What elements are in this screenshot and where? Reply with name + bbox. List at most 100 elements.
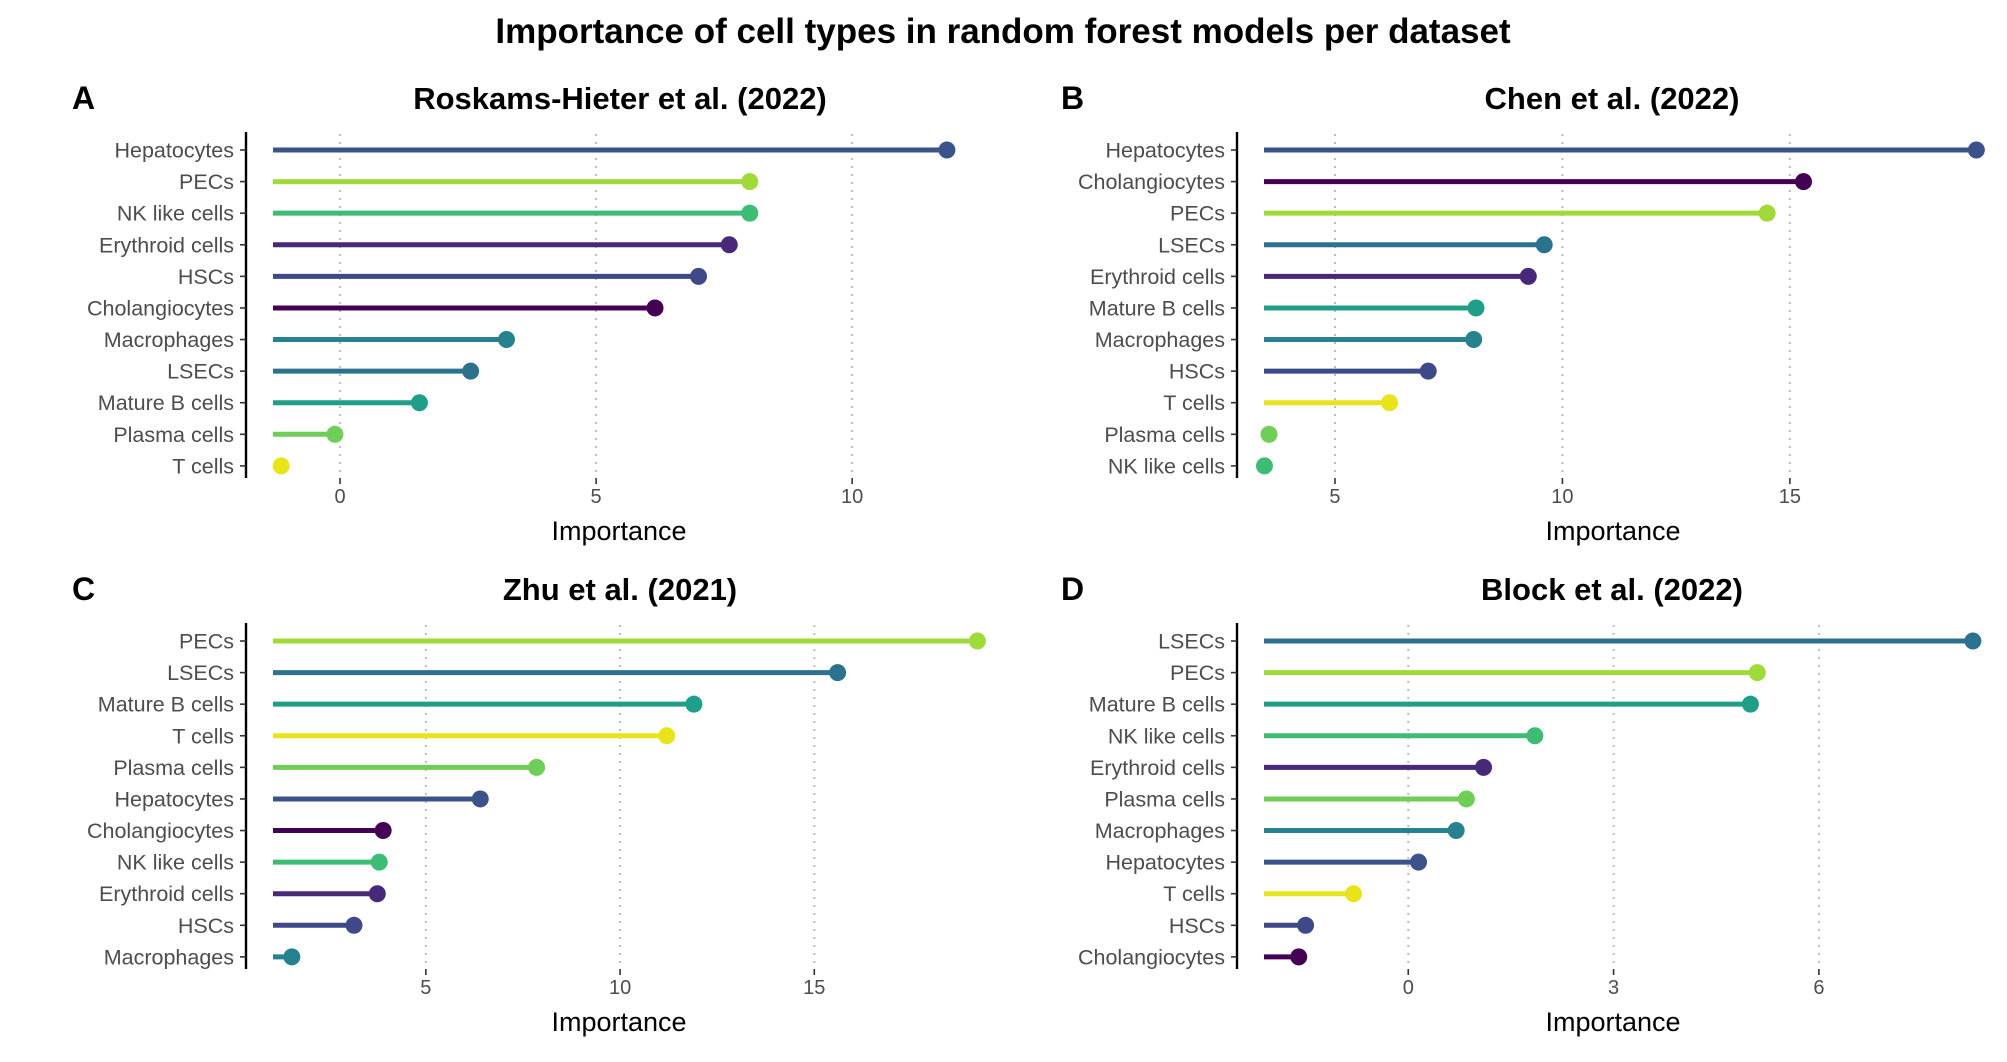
category-label: T cells [172, 454, 234, 478]
category-label: LSECs [1158, 630, 1225, 654]
category-label: PECs [1170, 661, 1225, 685]
figure-title: Importance of cell types in random fores… [495, 12, 1511, 51]
lollipop-point [374, 822, 392, 840]
lollipop-point [345, 916, 363, 934]
lollipop-point [410, 394, 428, 412]
panel-title: Zhu et al. (2021) [503, 572, 737, 607]
lollipop-point [741, 173, 759, 191]
category-label: Plasma cells [113, 756, 234, 780]
lollipop-point [1964, 632, 1982, 650]
lollipop-point [272, 457, 290, 475]
lollipop-point [326, 425, 344, 443]
category-label: Cholangiocytes [1078, 170, 1225, 194]
category-label: LSECs [1158, 233, 1225, 257]
lollipop-point [1260, 425, 1278, 443]
lollipop-point [1457, 790, 1475, 808]
category-label: NK like cells [117, 202, 234, 226]
x-tick-label: 6 [1813, 977, 1824, 999]
lollipop-point [1381, 394, 1399, 412]
category-label: PECs [1170, 202, 1225, 226]
lollipop-point [720, 236, 738, 254]
x-axis-title: Importance [551, 1007, 686, 1037]
lollipop-point [528, 758, 546, 776]
lollipop-point [1758, 204, 1776, 222]
panel-c: C Zhu et al. (2021) 5 10 15 Importance PECs LSE… [72, 571, 986, 1037]
x-axis-title: Importance [551, 516, 686, 546]
category-label: Erythroid cells [1090, 265, 1225, 289]
lollipop-point [370, 853, 388, 871]
panel-tag: D [1061, 571, 1084, 607]
lollipop-point [1967, 141, 1985, 159]
category-label: Hepatocytes [114, 787, 234, 811]
lollipop-point [1741, 695, 1759, 713]
category-label: HSCs [1169, 914, 1225, 938]
category-label: T cells [172, 724, 234, 748]
lollipop-point [1795, 173, 1812, 191]
x-axis-title: Importance [1545, 1007, 1680, 1037]
category-label: Hepatocytes [1105, 139, 1225, 163]
panels: A Roskams-Hieter et al. (2022) 0 5 10 Importa… [72, 80, 1985, 1037]
x-axis-title: Importance [1545, 516, 1680, 546]
x-tick-label: 5 [420, 977, 431, 999]
category-label: NK like cells [1108, 454, 1225, 478]
lollipop-point [1526, 727, 1544, 745]
panel-a: A Roskams-Hieter et al. (2022) 0 5 10 Importa… [72, 80, 956, 546]
panel-title: Chen et al. (2022) [1485, 81, 1740, 116]
category-label: Macrophages [1095, 328, 1225, 352]
lollipop-point [1465, 331, 1483, 349]
lollipop-point [1297, 916, 1315, 934]
lollipop-point [690, 267, 708, 285]
lollipop-point [368, 885, 386, 903]
lollipop-point [741, 204, 759, 222]
category-label: LSECs [167, 360, 234, 384]
category-label: Hepatocytes [114, 139, 234, 163]
x-tick-label: 15 [803, 977, 825, 999]
category-label: Mature B cells [98, 693, 234, 717]
panel-tag: C [72, 571, 95, 607]
panel-d: D Block et al. (2022) 0 3 6 Importance LSECs PE… [1061, 571, 1982, 1037]
x-tick-label: 0 [334, 486, 345, 508]
category-label: PECs [179, 170, 234, 194]
lollipop-point [646, 299, 664, 317]
lollipop-point [829, 664, 847, 682]
lollipop-point [1255, 457, 1273, 475]
panel-b: B Chen et al. (2022) 5 10 15 Importance Hepato… [1061, 80, 1985, 546]
category-label: Hepatocytes [1105, 851, 1225, 875]
x-tick-label: 10 [1551, 486, 1573, 508]
lollipop-point [1419, 362, 1437, 380]
lollipop-point [685, 695, 703, 713]
lollipop-point [1475, 758, 1493, 776]
category-label: T cells [1163, 882, 1225, 906]
lollipop-point [1290, 948, 1308, 966]
lollipop-point [497, 331, 515, 349]
category-label: Plasma cells [1104, 787, 1225, 811]
panel-tag: B [1061, 80, 1084, 116]
panel-title: Roskams-Hieter et al. (2022) [413, 81, 827, 116]
category-label: PECs [179, 630, 234, 654]
lollipop-point [968, 632, 986, 650]
category-label: Erythroid cells [99, 233, 234, 257]
category-label: HSCs [1169, 360, 1225, 384]
category-label: NK like cells [117, 851, 234, 875]
panel-title: Block et al. (2022) [1481, 572, 1743, 607]
lollipop-point [1447, 822, 1465, 840]
category-label: Mature B cells [1089, 693, 1225, 717]
category-label: HSCs [178, 914, 234, 938]
panel-tag: A [72, 80, 95, 116]
lollipop-point [1535, 236, 1553, 254]
category-label: Cholangiocytes [87, 819, 234, 843]
lollipop-point [1410, 853, 1428, 871]
category-label: Macrophages [104, 945, 234, 969]
x-tick-label: 3 [1608, 977, 1619, 999]
lollipop-point [1345, 885, 1363, 903]
category-label: Cholangiocytes [1078, 945, 1225, 969]
category-label: HSCs [178, 265, 234, 289]
x-tick-label: 15 [1779, 486, 1801, 508]
lollipop-point [1748, 664, 1766, 682]
x-tick-label: 5 [1329, 486, 1340, 508]
category-label: Plasma cells [113, 423, 234, 447]
category-label: Erythroid cells [99, 882, 234, 906]
x-tick-label: 0 [1403, 977, 1414, 999]
category-label: Macrophages [1095, 819, 1225, 843]
